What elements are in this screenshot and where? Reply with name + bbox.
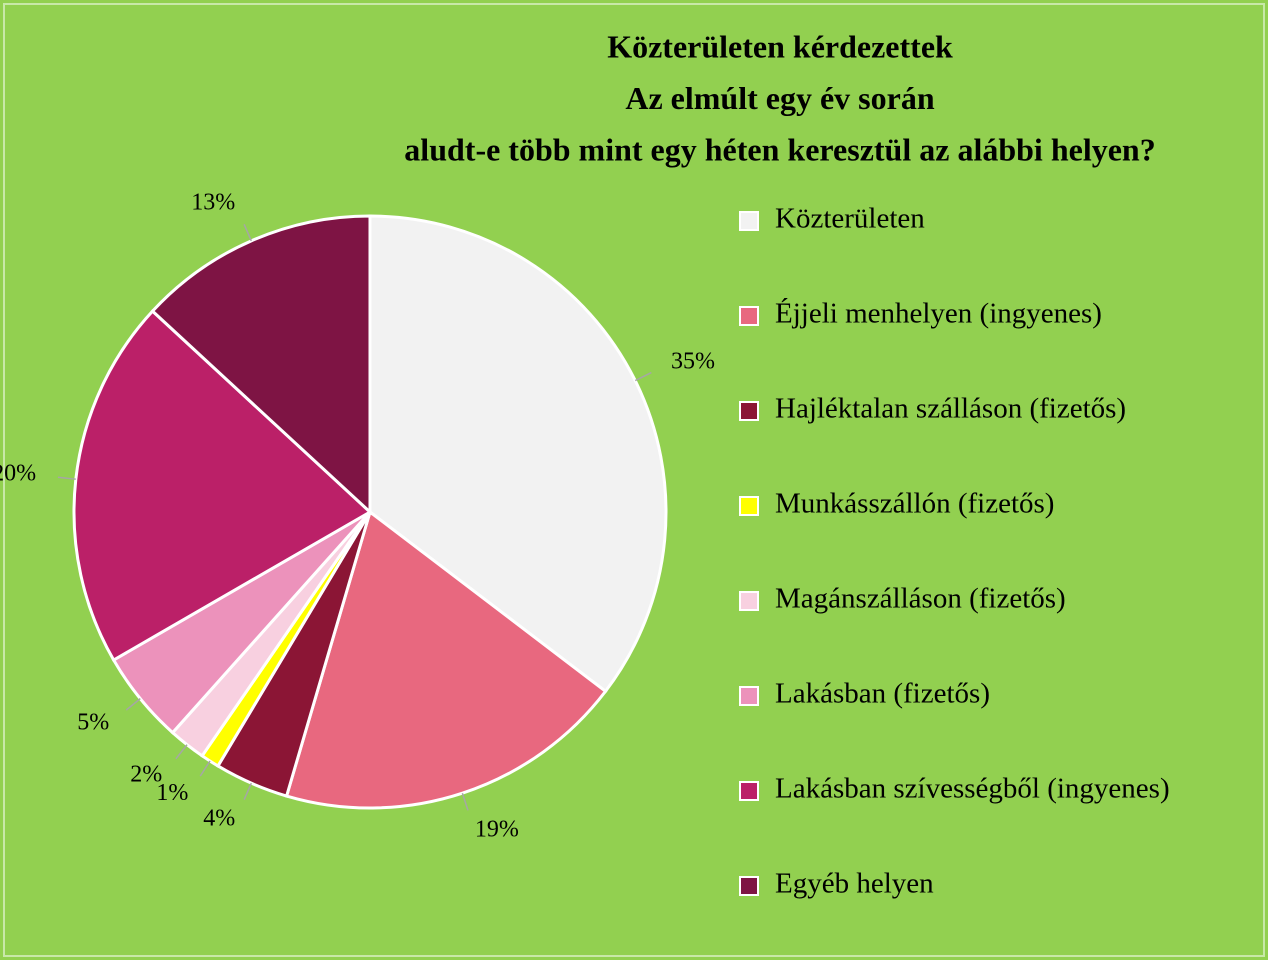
leader-line	[199, 760, 211, 777]
legend-label: Munkásszállón (fizetős)	[775, 488, 1054, 520]
frame	[3, 3, 1265, 957]
legend-swatch	[739, 686, 759, 706]
legend-label: Lakásban szívességből (ingyenes)	[775, 773, 1170, 805]
pie-slice	[72, 309, 373, 663]
legend-label: Egyéb helyen	[775, 868, 934, 900]
data-label: 13%	[191, 190, 235, 216]
data-label: 35%	[671, 348, 715, 374]
data-label: 5%	[77, 709, 109, 735]
data-label: 20%	[0, 460, 36, 486]
leader-line	[461, 792, 469, 811]
leader-line	[243, 224, 253, 242]
chart-title: Az elmúlt egy év során	[625, 80, 934, 116]
legend-label: Magánszálláson (fizetős)	[775, 583, 1066, 615]
pie-slice	[284, 509, 608, 810]
legend-swatch	[739, 211, 759, 231]
legend-label: Hajléktalan szálláson (fizetős)	[775, 393, 1126, 425]
chart-title: aludt-e több mint egy héten keresztül az…	[404, 131, 1155, 167]
legend-swatch	[739, 306, 759, 326]
legend-label: Éjjeli menhelyen (ingyenes)	[775, 297, 1102, 330]
legend-swatch	[739, 496, 759, 516]
legend-label: Közterületen	[775, 203, 925, 235]
chart-title: Közterületen kérdezettek	[607, 28, 953, 64]
leader-line	[57, 476, 76, 480]
leader-line	[175, 744, 188, 760]
leader-line	[243, 782, 253, 800]
legend-swatch	[739, 591, 759, 611]
data-label: 2%	[130, 762, 162, 788]
leader-line	[125, 698, 141, 711]
legend-label: Lakásban (fizetős)	[775, 678, 990, 710]
data-label: 19%	[475, 817, 519, 843]
legend-swatch	[739, 401, 759, 421]
data-label: 1%	[156, 780, 188, 806]
legend-swatch	[739, 781, 759, 801]
leader-line	[634, 371, 652, 382]
data-label: 4%	[203, 805, 235, 831]
legend-swatch	[739, 876, 759, 896]
